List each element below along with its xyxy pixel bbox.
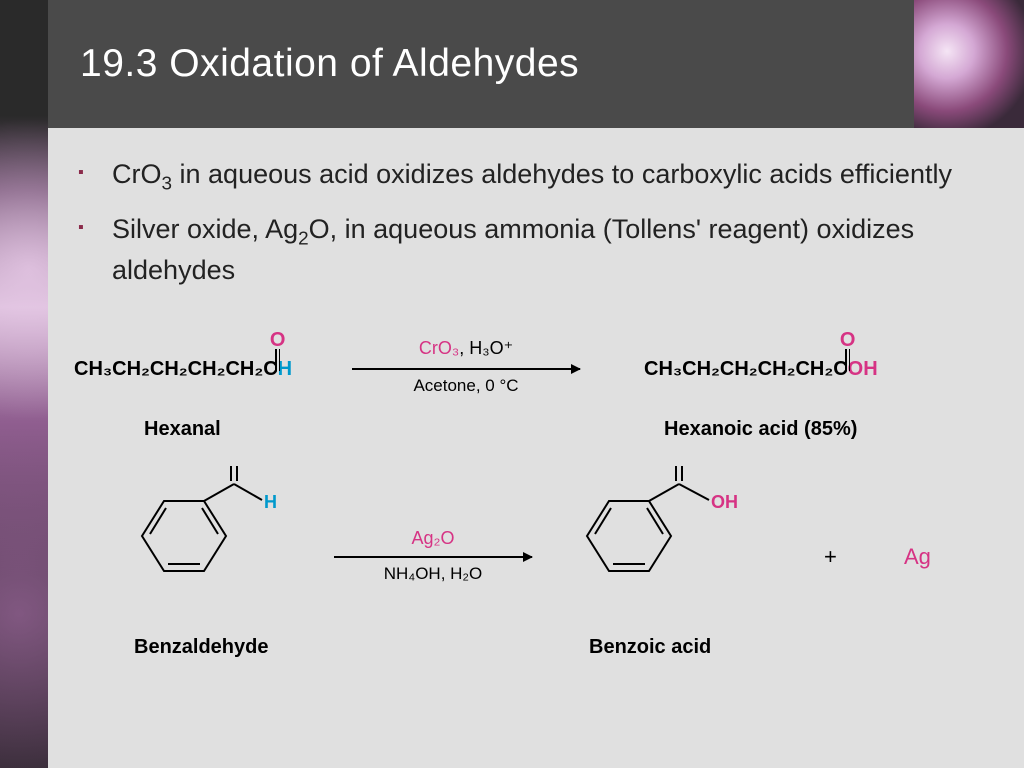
hydroxyl-group: OH xyxy=(711,492,738,512)
benzoic-acid-label: Benzoic acid xyxy=(589,636,711,659)
formula-chain: CH₃CH₂CH₂CH₂CH₂C xyxy=(644,358,848,380)
reagent-top: CrO₃, H₃O⁺ xyxy=(356,338,576,359)
left-decorative-strip xyxy=(0,0,48,768)
bullet-text: in aqueous acid oxidizes aldehydes to ca… xyxy=(172,159,952,189)
slide-title: 19.3 Oxidation of Aldehydes xyxy=(80,42,579,86)
hexanal-label: Hexanal xyxy=(144,418,221,441)
benzoic-acid-structure: O OH xyxy=(569,466,759,606)
reaction-arrow xyxy=(352,368,580,370)
reaction-scheme: CH₃CH₂CH₂CH₂CH₂COH CrO₃, H₃O⁺ Acetone, 0… xyxy=(104,306,984,736)
hexanoic-acid-formula: CH₃CH₂CH₂CH₂CH₂COOH xyxy=(644,358,878,381)
bullet-list: CrO3 in aqueous acid oxidizes aldehydes … xyxy=(104,156,984,288)
reagent-top: Ag₂O xyxy=(324,528,542,549)
hydroxyl-group: OH xyxy=(848,358,878,380)
bullet-item: CrO3 in aqueous acid oxidizes aldehydes … xyxy=(104,156,984,197)
silver-product: Ag xyxy=(904,544,931,570)
bullet-sub: 3 xyxy=(162,173,173,194)
reagent-oxidant: Ag₂O xyxy=(411,528,454,548)
double-bond xyxy=(275,349,281,371)
bullet-text: CrO xyxy=(112,159,162,189)
reaction-arrow xyxy=(334,556,532,558)
reagent-rest: , H₃O⁺ xyxy=(459,338,513,358)
slide-header: 19.3 Oxidation of Aldehydes xyxy=(48,0,1024,128)
reagent-bottom: Acetone, 0 °C xyxy=(356,376,576,396)
corner-decorative-image xyxy=(914,0,1024,128)
slide-area: 19.3 Oxidation of Aldehydes CrO3 in aque… xyxy=(48,0,1024,768)
reagent-oxidant: CrO₃ xyxy=(419,338,459,358)
double-bond xyxy=(845,349,851,371)
slide-content: CrO3 in aqueous acid oxidizes aldehydes … xyxy=(48,128,1024,736)
hexanal-formula: CH₃CH₂CH₂CH₂CH₂COH xyxy=(74,358,292,381)
plus-sign: + xyxy=(824,544,837,570)
bullet-text: Silver oxide, Ag xyxy=(112,214,298,244)
reagent-bottom: NH₄OH, H₂O xyxy=(324,564,542,584)
hexanoic-acid-label: Hexanoic acid (85%) xyxy=(664,418,857,441)
bullet-item: Silver oxide, Ag2O, in aqueous ammonia (… xyxy=(104,211,984,288)
bullet-sub: 2 xyxy=(298,228,309,249)
aldehyde-h: H xyxy=(264,492,277,512)
benzaldehyde-label: Benzaldehyde xyxy=(134,636,268,659)
formula-chain: CH₃CH₂CH₂CH₂CH₂C xyxy=(74,358,278,380)
benzaldehyde-structure: O H xyxy=(124,466,294,606)
